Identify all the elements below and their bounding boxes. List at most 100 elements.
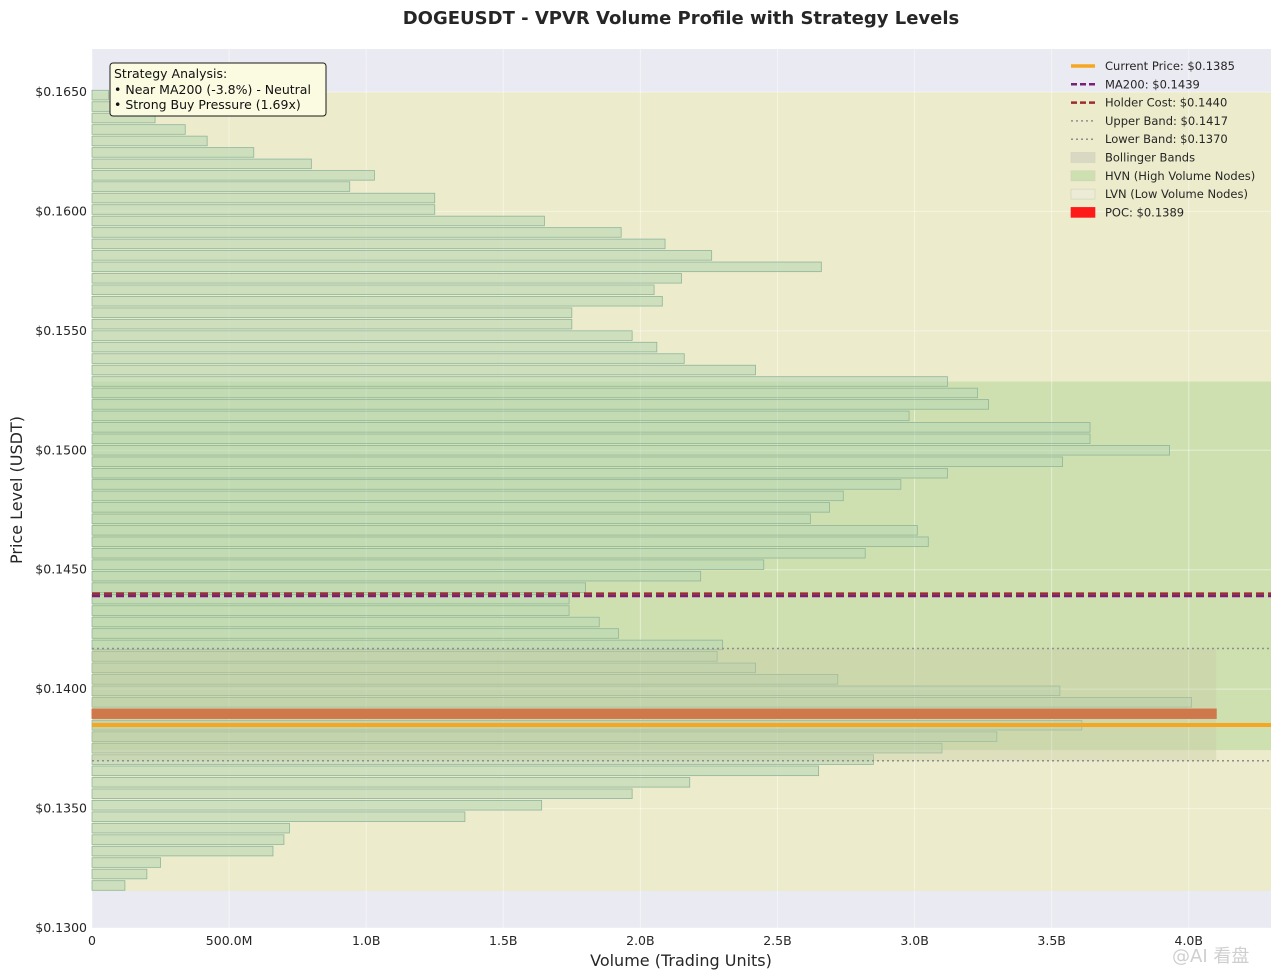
x-tick-label: 4.0B	[1175, 933, 1203, 948]
volume-bar	[91, 800, 543, 811]
x-tick-label: 0	[88, 933, 96, 948]
x-axis-ticks: 0 500.0M 1.0B 1.5B 2.0B 2.5B 3.0B 3.5B 4.0B	[88, 933, 1203, 948]
volume-bar	[91, 548, 866, 559]
volume-bar	[91, 445, 1170, 456]
volume-bar	[91, 238, 666, 250]
legend-hvn-swatch	[1070, 170, 1096, 182]
volume-bar	[91, 857, 161, 868]
volume-bar	[91, 341, 658, 353]
volume-bar	[91, 536, 929, 547]
volume-bar	[91, 135, 208, 147]
volume-bar	[91, 525, 918, 536]
x-tick-label: 2.5B	[763, 933, 791, 948]
legend-entry: Lower Band: $0.1370	[1071, 132, 1228, 146]
volume-bar	[91, 616, 600, 628]
y-tick-label: $0.1350	[35, 801, 87, 816]
volume-bar	[91, 479, 902, 490]
x-tick-label: 500.0M	[206, 933, 253, 948]
strategy-analysis-box: Strategy Analysis: • Near MA200 (-3.8%) …	[109, 62, 327, 117]
volume-bar	[91, 731, 998, 742]
volume-bar	[91, 582, 586, 593]
volume-bar	[91, 502, 830, 513]
volume-bar	[91, 158, 312, 170]
legend-current-label: Current Price: $0.1385	[1105, 59, 1235, 73]
y-tick-label: $0.1600	[35, 203, 87, 218]
legend-upper-label: Upper Band: $0.1417	[1105, 114, 1228, 128]
volume-bar	[91, 639, 724, 651]
volume-bar	[91, 89, 109, 101]
volume-bar	[91, 318, 573, 330]
volume-bar	[91, 273, 682, 284]
volume-bar	[91, 387, 979, 399]
y-tick-label: $0.1450	[35, 562, 87, 577]
x-tick-label: 2.0B	[626, 933, 654, 948]
legend-holder-label: Holder Cost: $0.1440	[1105, 96, 1227, 110]
volume-bar	[91, 845, 274, 857]
volume-bar	[91, 490, 844, 502]
volume-bar	[91, 422, 1091, 433]
strategy-lines	[92, 592, 1271, 762]
volume-bar	[91, 868, 148, 880]
annotation-line: • Strong Buy Pressure (1.69x)	[114, 97, 301, 112]
legend-lvn-label: LVN (Low Volume Nodes)	[1105, 187, 1248, 201]
volume-bar	[91, 353, 685, 364]
annotation-frame	[109, 62, 327, 117]
volume-bar	[91, 399, 989, 410]
volume-bar	[91, 570, 702, 582]
volume-bar	[91, 284, 655, 295]
volume-bar	[91, 788, 633, 799]
volume-bar	[91, 513, 811, 525]
legend-poc-label: POC: $0.1389	[1105, 205, 1184, 219]
volume-bar	[91, 651, 718, 662]
y-tick-label: $0.1300	[35, 920, 87, 935]
volume-bar	[91, 192, 436, 204]
volume-bar	[91, 765, 819, 777]
legend-lower-label: Lower Band: $0.1370	[1105, 132, 1228, 146]
legend-lvn-swatch	[1070, 188, 1096, 200]
chart-title: DOGEUSDT - VPVR Volume Profile with Stra…	[403, 8, 960, 29]
x-tick-label: 3.5B	[1037, 933, 1065, 948]
x-axis-label: Volume (Trading Units)	[590, 951, 772, 970]
legend-entry: Current Price: $0.1385	[1071, 59, 1235, 73]
volume-bar	[91, 685, 1061, 697]
y-tick-label: $0.1650	[35, 84, 87, 99]
legend-entry: Holder Cost: $0.1440	[1071, 96, 1227, 110]
volume-bar	[91, 662, 756, 674]
volume-bar	[91, 822, 290, 834]
volume-bar	[91, 777, 691, 788]
volume-bar	[91, 215, 545, 227]
volume-bar	[91, 376, 948, 387]
volume-bar	[91, 754, 874, 765]
legend-bollinger-label: Bollinger Bands	[1105, 151, 1195, 165]
legend-bollinger-swatch	[1070, 152, 1096, 163]
volume-bar	[91, 124, 186, 135]
legend: Current Price: $0.1385 MA200: $0.1439 Hold…	[1070, 59, 1255, 219]
y-tick-label: $0.1400	[35, 681, 87, 696]
watermark: @AI 看盘	[1172, 946, 1249, 967]
legend-entry: POC: $0.1389	[1070, 205, 1184, 219]
annotation-line: • Near MA200 (-3.8%) - Neutral	[114, 82, 311, 97]
x-tick-label: 3.0B	[900, 933, 928, 948]
volume-bar	[91, 204, 436, 215]
y-axis-label: Price Level (USDT)	[7, 416, 26, 564]
legend-entry: LVN (Low Volume Nodes)	[1070, 187, 1248, 201]
volume-bar	[91, 605, 570, 616]
legend-entry: Bollinger Bands	[1070, 151, 1195, 165]
y-axis-ticks: $0.1300 $0.1350 $0.1400 $0.1450 $0.1500 $0.15…	[35, 84, 87, 935]
volume-bar	[91, 181, 351, 192]
volume-bar	[91, 628, 619, 639]
volume-bar	[91, 593, 570, 605]
volume-bar	[91, 456, 1064, 467]
legend-entry: MA200: $0.1439	[1071, 77, 1200, 91]
poc-bar	[91, 708, 1217, 719]
volume-bar	[91, 307, 573, 318]
volume-bar	[91, 330, 633, 341]
y-tick-label: $0.1550	[35, 323, 87, 338]
legend-entry: Upper Band: $0.1417	[1071, 114, 1228, 128]
volume-bar	[91, 674, 839, 685]
volume-bar	[91, 697, 1192, 708]
volume-bar	[91, 261, 822, 273]
volume-bar	[91, 834, 285, 845]
volume-bar	[91, 364, 756, 376]
bollinger-zone	[92, 648, 1217, 761]
